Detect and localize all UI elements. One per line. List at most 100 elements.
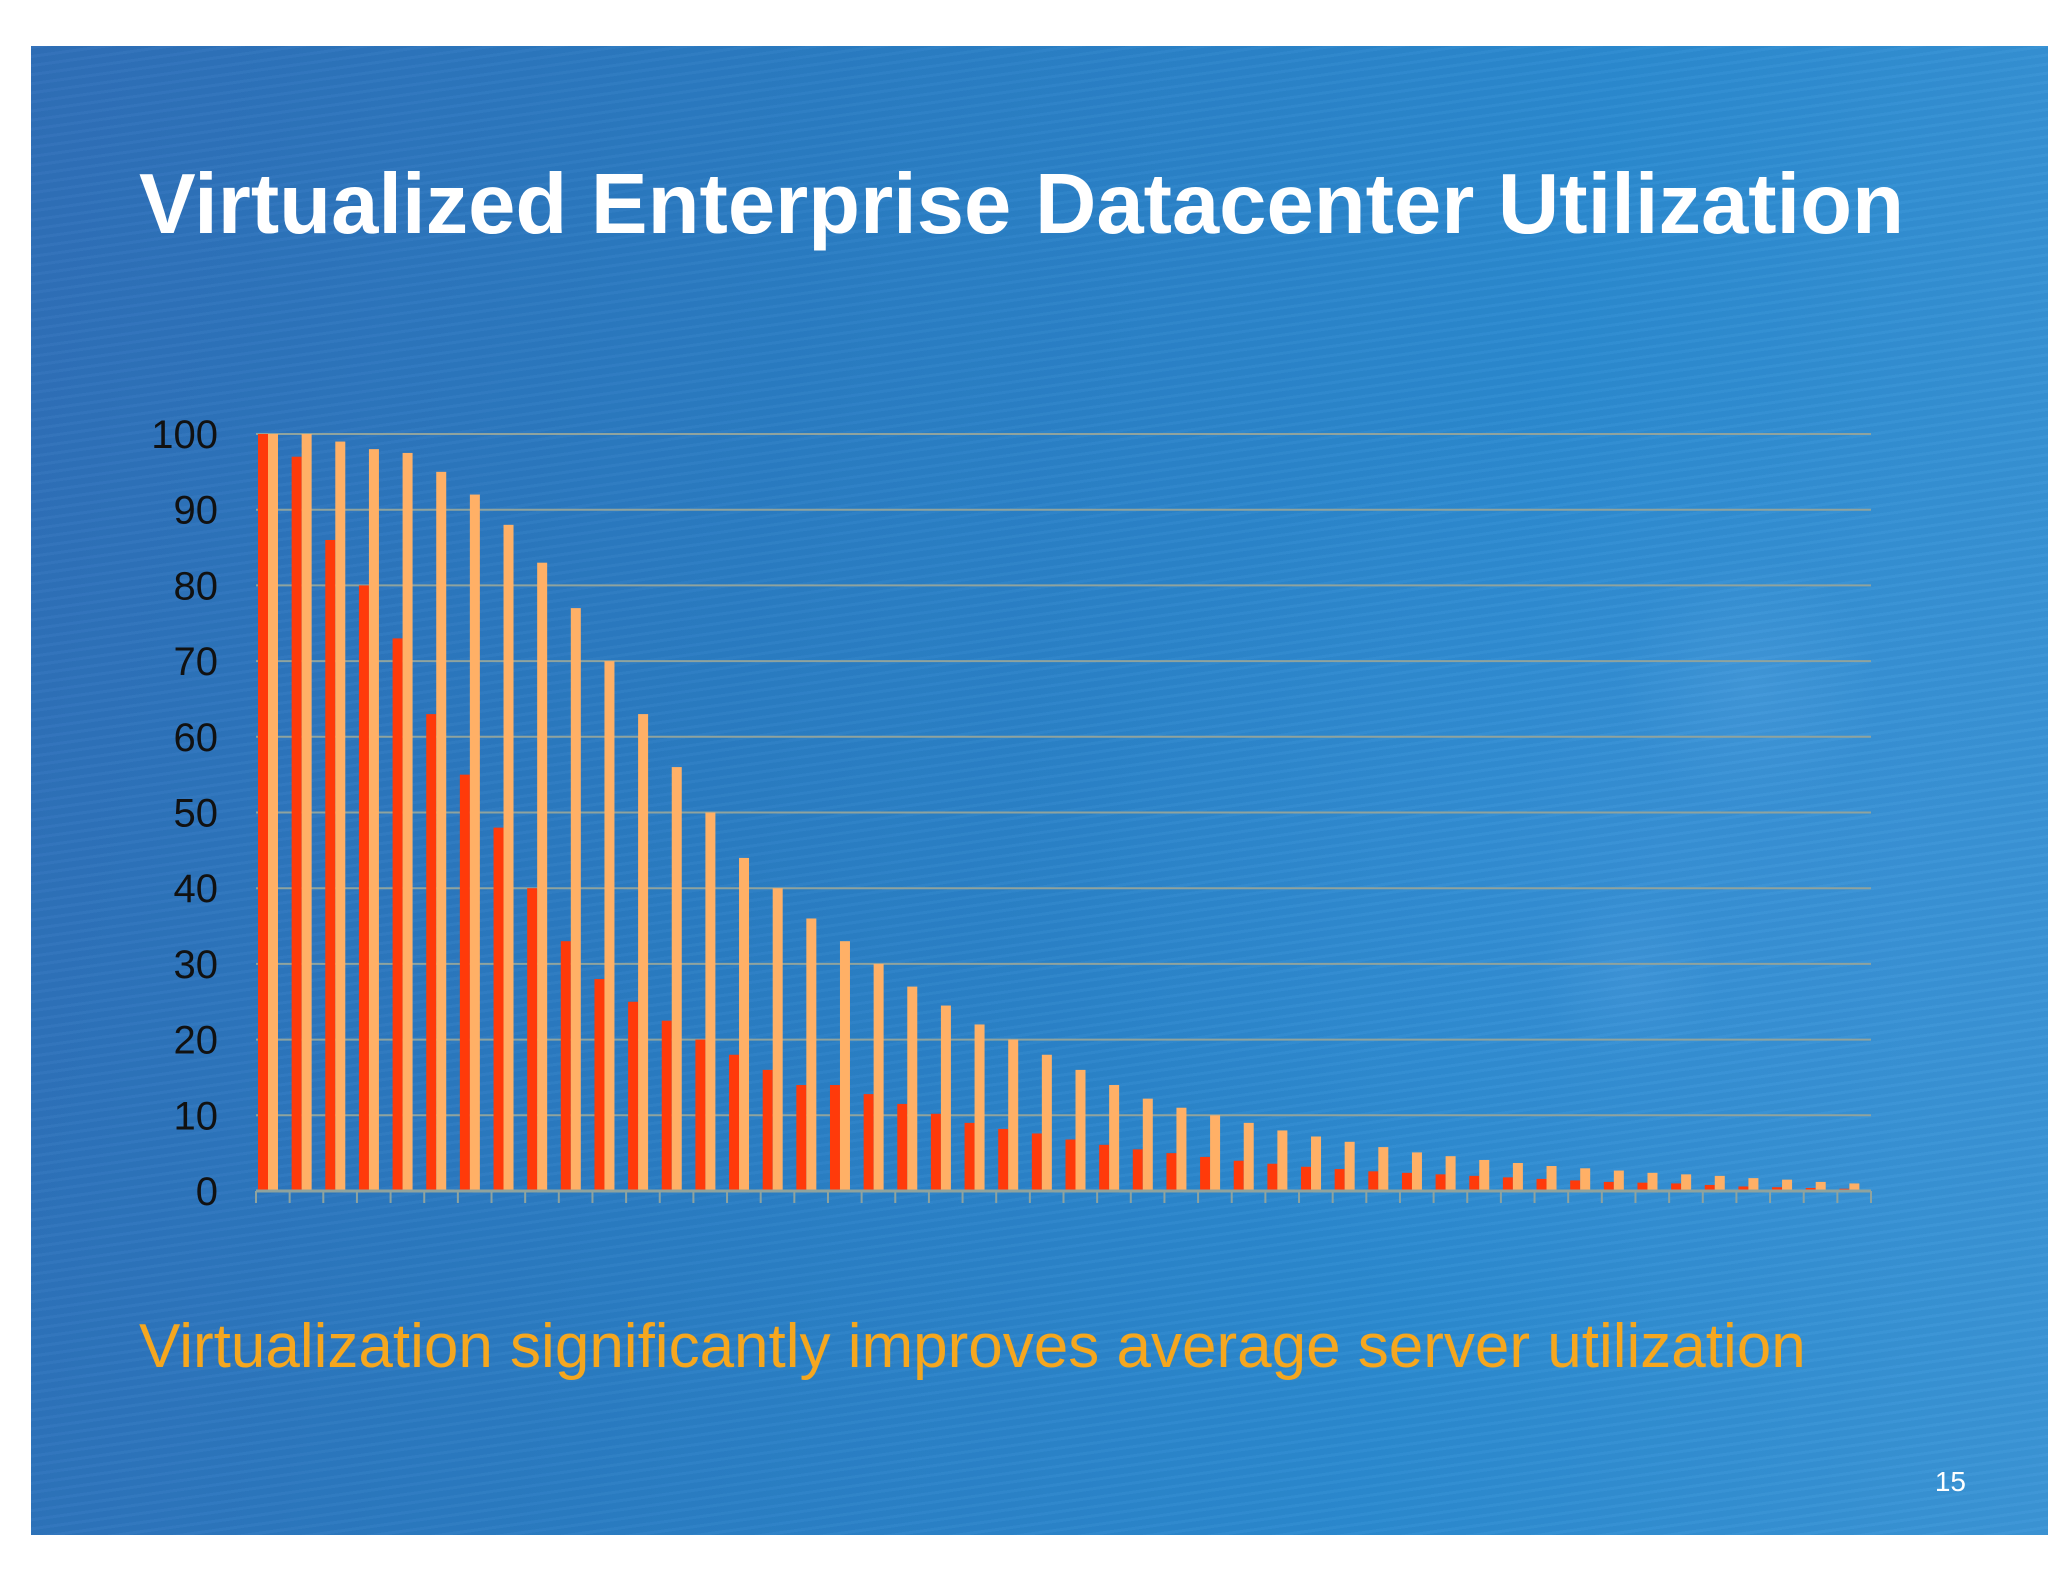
bar-series2: [301, 434, 312, 1191]
y-tick-label: 80: [174, 564, 219, 608]
bar-series1: [493, 827, 504, 1191]
bar-series2: [806, 918, 817, 1191]
bar-series1: [1704, 1184, 1715, 1191]
y-tick-label: 10: [174, 1094, 219, 1138]
bar-series1: [392, 638, 403, 1191]
bar-series1: [1502, 1177, 1513, 1191]
bar-series1: [1772, 1187, 1783, 1191]
bar-series1: [1469, 1175, 1480, 1191]
bar-series2: [1546, 1166, 1557, 1191]
bar-series2: [1210, 1115, 1221, 1191]
y-tick-label: 50: [174, 792, 219, 836]
bar-series2: [1176, 1107, 1187, 1191]
bar-series1: [762, 1069, 773, 1191]
x-axis: [255, 1189, 1872, 1203]
y-tick-label: 100: [151, 413, 218, 457]
bar-series1: [628, 1001, 639, 1191]
bar-series1: [1301, 1166, 1312, 1191]
bars: [258, 434, 1860, 1192]
bar-series2: [1411, 1152, 1422, 1191]
bar-series2: [469, 494, 480, 1191]
bar-series2: [873, 963, 884, 1191]
bar-series1: [1267, 1163, 1278, 1191]
bar-series2: [1378, 1147, 1389, 1191]
bar-series2: [907, 986, 918, 1191]
bar-series1: [863, 1094, 874, 1191]
bar-series2: [1041, 1054, 1052, 1191]
bar-series2: [335, 441, 346, 1191]
bar-series2: [1580, 1168, 1591, 1191]
bar-series2: [1344, 1141, 1355, 1191]
bar-series2: [503, 524, 514, 1191]
bar-series2: [1714, 1175, 1725, 1191]
bar-series1: [1637, 1182, 1648, 1191]
bar-series2: [1815, 1181, 1826, 1191]
bar-series2: [537, 562, 548, 1191]
bar-series2: [1008, 1039, 1019, 1191]
bar-series1: [1200, 1156, 1211, 1191]
bar-series1: [829, 1085, 840, 1191]
y-tick-label: 70: [174, 640, 219, 684]
bar-series2: [1142, 1098, 1153, 1191]
bar-series2: [570, 608, 581, 1191]
y-tick-label: 60: [174, 716, 219, 760]
bar-series1: [258, 434, 268, 1191]
bar-series2: [604, 661, 615, 1191]
bar-series2: [1849, 1183, 1860, 1191]
bar-series2: [1075, 1069, 1086, 1191]
bar-series2: [1479, 1159, 1490, 1191]
bar-series1: [930, 1113, 941, 1191]
y-tick-label: 0: [196, 1170, 218, 1214]
bar-series2: [1311, 1136, 1322, 1191]
slide-subtitle: Virtualization significantly improves av…: [139, 1312, 1806, 1381]
bar-series1: [1738, 1186, 1749, 1191]
bar-series1: [1031, 1133, 1042, 1191]
bar-series1: [796, 1085, 807, 1191]
bar-series1: [426, 714, 437, 1191]
y-tick-label: 20: [174, 1019, 219, 1063]
y-tick-label: 90: [174, 489, 219, 533]
bar-series2: [1681, 1174, 1692, 1191]
bar-series2: [772, 888, 783, 1191]
bar-series1: [998, 1128, 1009, 1191]
bar-series1: [1166, 1153, 1177, 1191]
bar-series1: [560, 941, 571, 1191]
bar-series1: [1334, 1169, 1345, 1191]
bar-series1: [1536, 1178, 1547, 1191]
bar-series2: [940, 1005, 951, 1191]
bar-series2: [1243, 1122, 1254, 1191]
bar-series2: [1277, 1130, 1288, 1191]
bar-series1: [594, 979, 605, 1191]
slide-title: Virtualized Enterprise Datacenter Utiliz…: [139, 157, 1904, 252]
bar-series2: [1445, 1156, 1456, 1191]
y-axis-labels: 0 10 20 30 40 50 60 70 80 90 100: [151, 413, 218, 1214]
bar-series1: [695, 1039, 706, 1191]
bar-series2: [638, 714, 649, 1191]
utilization-bar-chart: 0 10 20 30 40 50 60 70 80 90 100: [151, 413, 1872, 1214]
bar-series1: [1132, 1149, 1143, 1191]
bar-series1: [897, 1103, 908, 1191]
bar-series2: [671, 767, 682, 1191]
bar-series2: [1748, 1178, 1759, 1191]
bar-series2: [368, 449, 379, 1191]
bar-series2: [1647, 1172, 1658, 1191]
bar-series1: [1603, 1181, 1614, 1191]
y-tick-label: 30: [174, 943, 219, 987]
y-tick-label: 40: [174, 867, 219, 911]
bar-series1: [1099, 1144, 1110, 1191]
slide: Virtualized Enterprise Datacenter Utiliz…: [31, 46, 2048, 1535]
bar-series2: [705, 812, 716, 1191]
bar-series2: [1782, 1179, 1793, 1191]
bar-series1: [729, 1054, 740, 1191]
bar-series1: [291, 456, 302, 1192]
bar-series1: [1065, 1139, 1076, 1191]
bar-series1: [459, 774, 470, 1191]
bar-series1: [1401, 1172, 1412, 1191]
bar-series2: [839, 941, 850, 1191]
bar-series1: [1805, 1187, 1816, 1191]
bar-series1: [661, 1020, 672, 1191]
page-number: 15: [1934, 1466, 1966, 1497]
gridlines: [256, 433, 1871, 1117]
bar-series1: [1368, 1171, 1379, 1191]
bar-series1: [1435, 1174, 1446, 1191]
